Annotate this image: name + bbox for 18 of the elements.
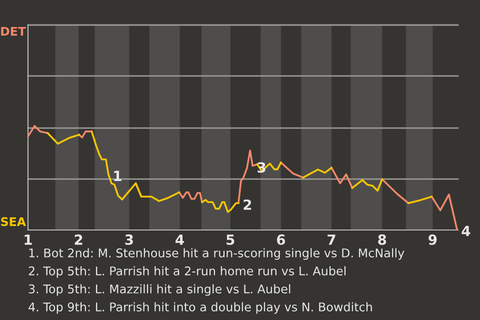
x-tick-label: 7 (328, 234, 336, 245)
x-tick-label: 2 (74, 234, 82, 245)
x-tick-label: 3 (125, 234, 133, 245)
text: DET (1, 26, 26, 36)
x-tick-label: 9 (428, 234, 437, 245)
text: 3. Top 5th: L. Mazzilli hit a single vs L. Aubel (28, 284, 290, 296)
x-tick-label: 1 (24, 234, 32, 245)
text: 2. Top 5th: L. Parrish hit a 2-run home run vs L. Aubel (28, 266, 346, 278)
annotation: 2 (244, 199, 252, 210)
x-tick-label: 6 (276, 234, 286, 245)
annotation: 4 (462, 226, 470, 236)
text: 4. Top 9th: L. Parrish hit into a double play vs N. Bowditch (28, 302, 372, 314)
annotation: 1 (114, 170, 122, 181)
x-tick-label: 8 (378, 234, 386, 245)
x-tick-label: 5 (226, 234, 234, 245)
text: 1. Bot 2nd: M. Stenhouse hit a run-scoring single vs D. McNally (29, 248, 404, 260)
text: SEA (1, 217, 26, 226)
x-tick-label: 4 (176, 234, 184, 245)
